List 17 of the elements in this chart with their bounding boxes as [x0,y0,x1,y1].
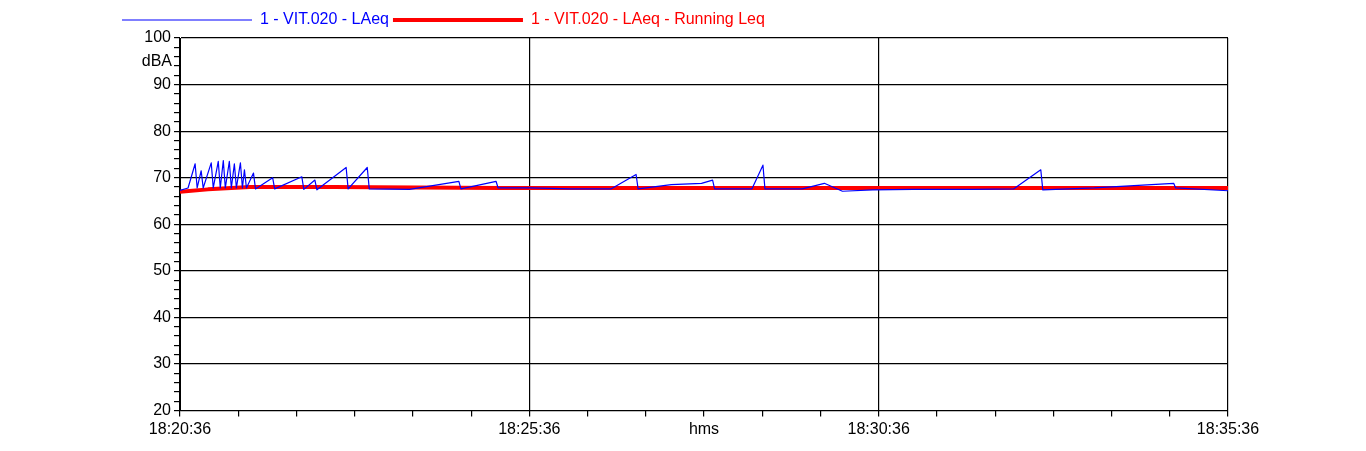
y-tick-label: 70 [153,168,172,186]
y-tick-label: 80 [153,121,172,139]
x-tick-label: 18:20:36 [148,419,212,437]
y-tick-label: 100 [144,28,172,46]
y-tick-label: 90 [153,74,172,92]
y-tick-label: 60 [153,214,172,232]
y-tick-label: 20 [153,401,172,419]
x-tick-label: 18:35:36 [1196,419,1260,437]
x-tick-label: 18:30:36 [847,419,910,437]
text: 1 - VIT.020 - LAeq [260,10,389,28]
x-tick-label: 18:25:36 [498,419,561,437]
y-axis-title: dBA [141,51,173,69]
y-tick-label: 50 [153,261,172,279]
y-tick-label: 30 [153,354,172,372]
text: 1 - VIT.020 - LAeq - Running Leq [530,10,765,28]
x-axis-title: hms [688,419,720,437]
y-tick-label: 40 [153,307,172,325]
